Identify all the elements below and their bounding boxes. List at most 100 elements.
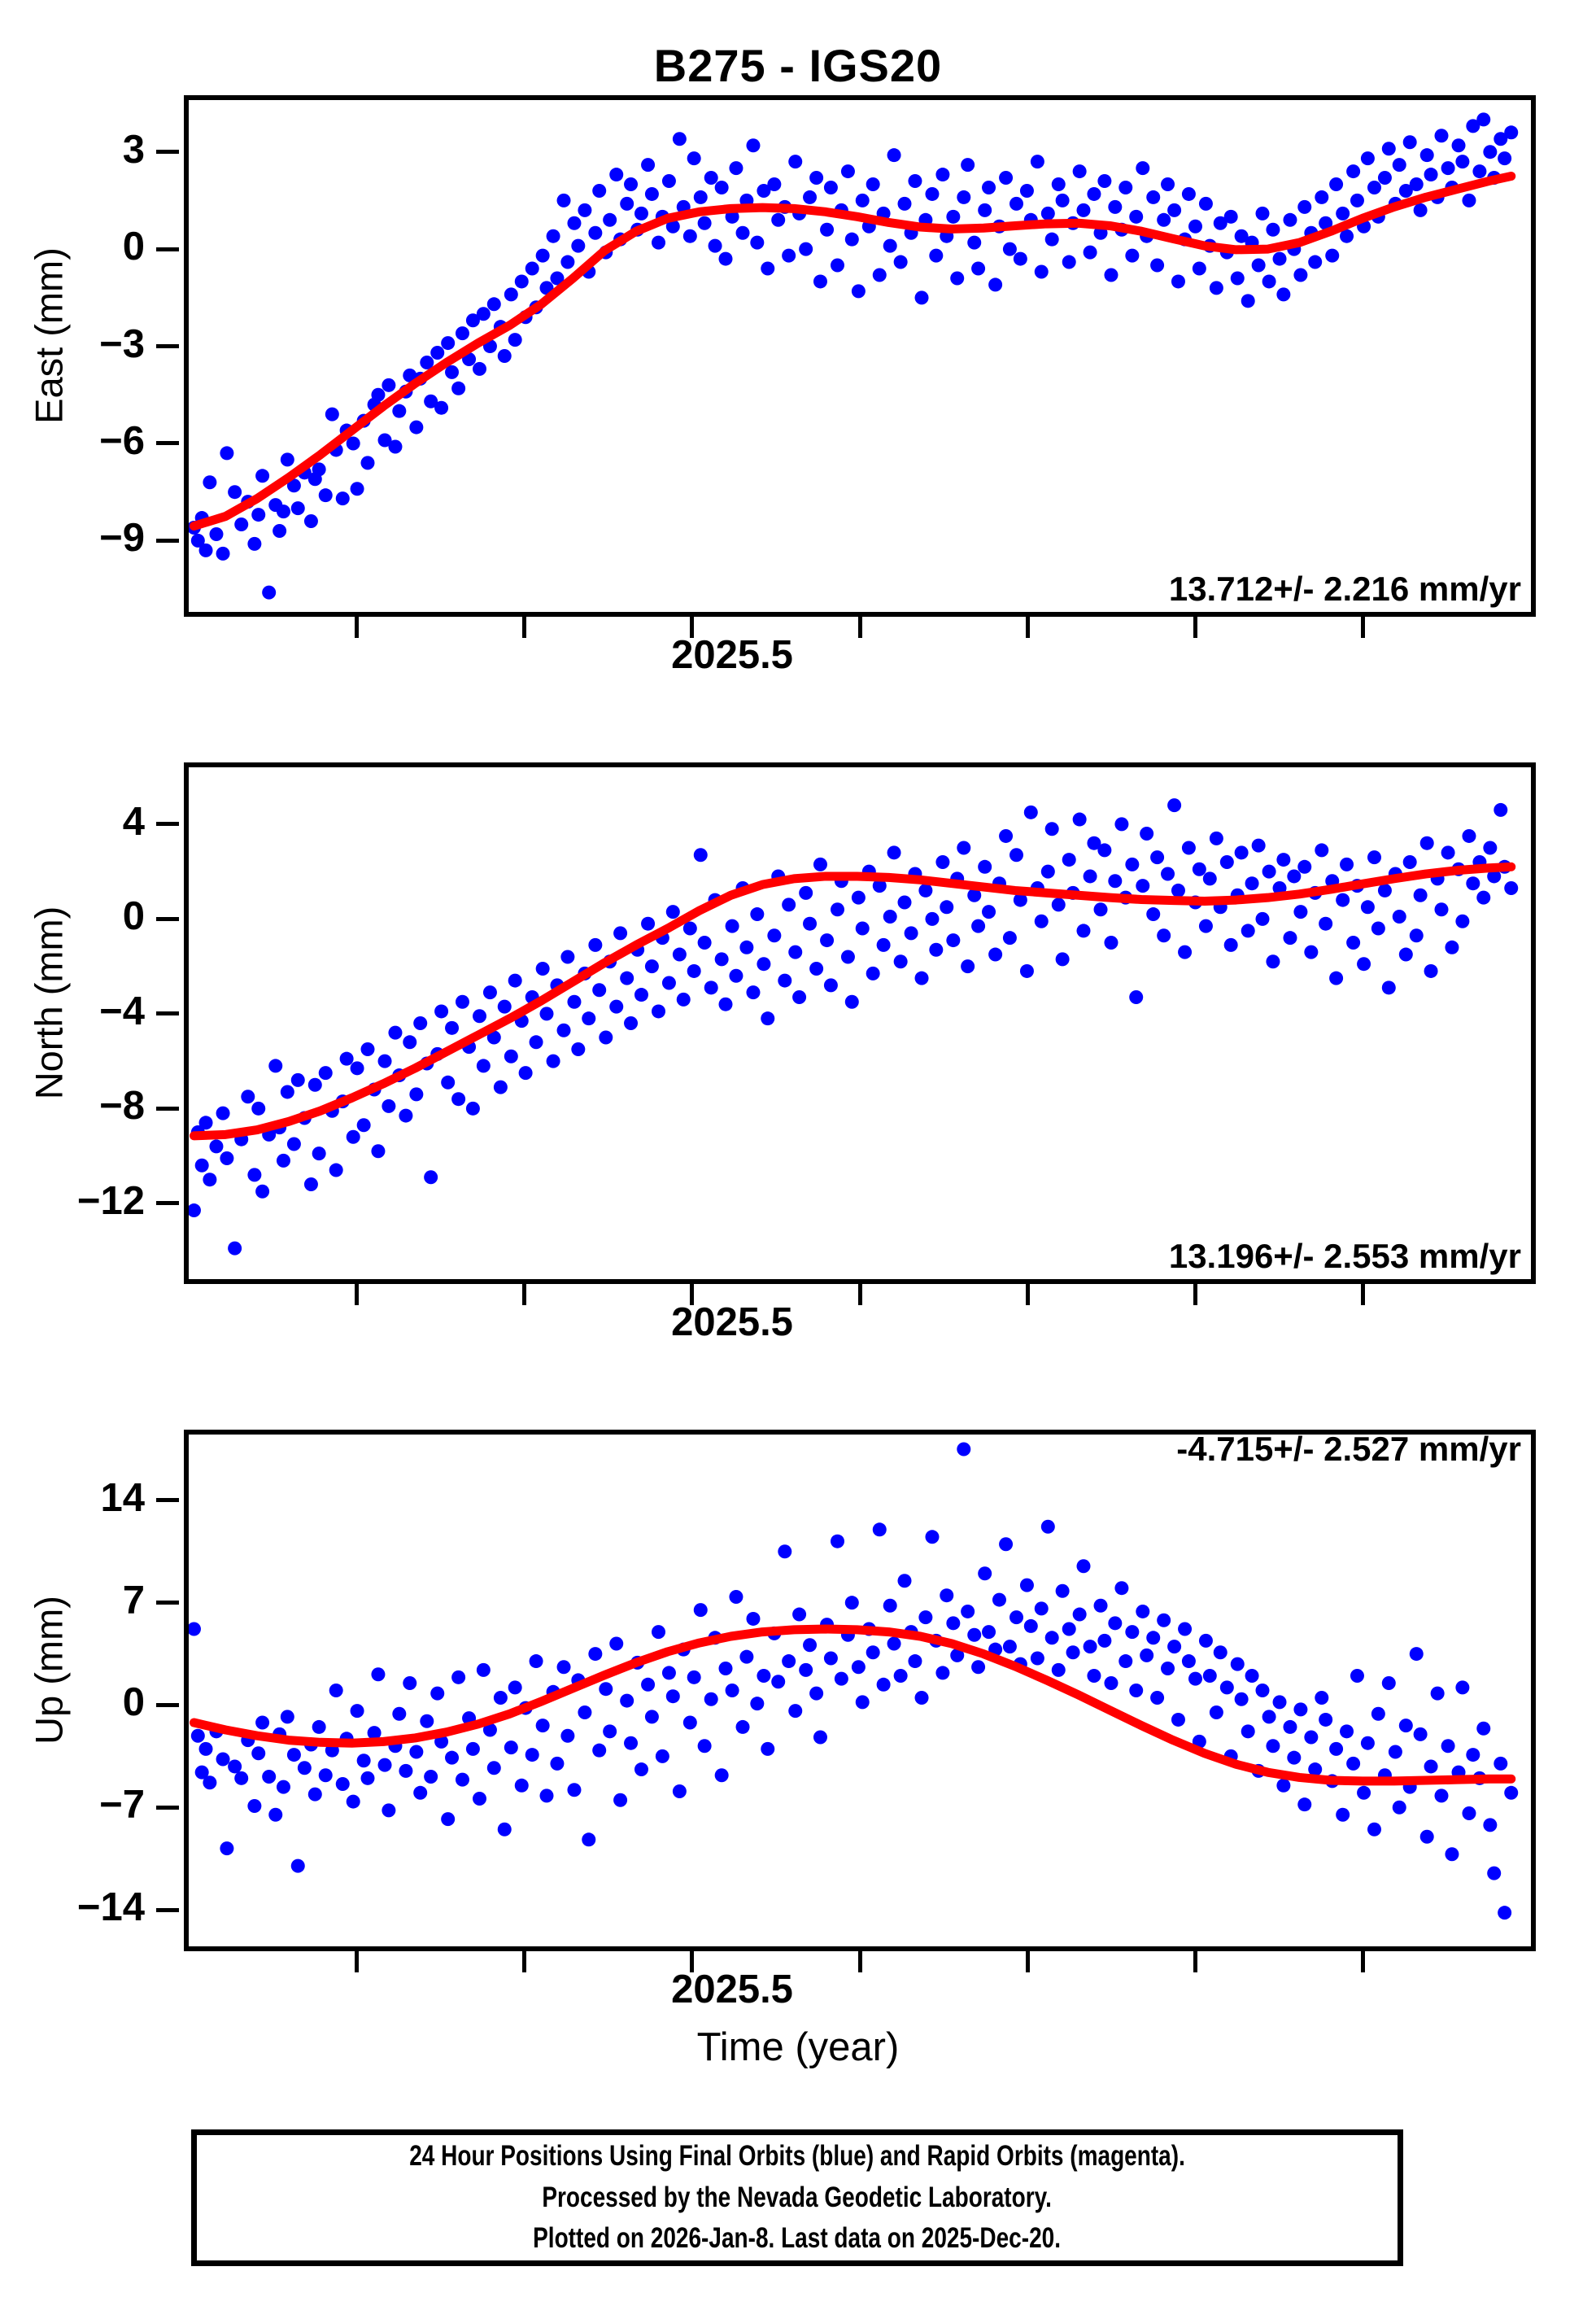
data-point [209, 1139, 224, 1154]
plot-area-east [189, 112, 1519, 600]
data-point [1441, 161, 1455, 176]
data-point [1002, 931, 1017, 946]
y-tick-label: −4 [99, 989, 145, 1033]
data-point [550, 271, 565, 286]
data-point [1087, 1669, 1101, 1684]
data-point [750, 235, 765, 250]
data-point [978, 203, 992, 217]
data-point [697, 935, 712, 950]
data-point [1129, 989, 1144, 1004]
data-point [550, 1756, 565, 1771]
data-point [946, 1616, 961, 1631]
data-point [413, 1016, 428, 1030]
data-point [290, 1072, 305, 1087]
data-point [268, 1807, 283, 1822]
data-point [729, 1589, 743, 1604]
data-point [1161, 867, 1175, 881]
data-point [312, 1719, 326, 1734]
data-point [571, 238, 586, 253]
data-point [255, 1184, 270, 1199]
data-point [430, 1686, 445, 1701]
x-tick-mark [354, 1284, 359, 1305]
data-point [1315, 190, 1329, 204]
data-point [1409, 928, 1424, 943]
data-point [286, 478, 301, 493]
data-point [1181, 1654, 1196, 1669]
data-point [620, 1693, 634, 1708]
data-point [1198, 919, 1213, 933]
data-point [1209, 831, 1223, 845]
data-point [746, 138, 761, 153]
data-point [220, 1841, 234, 1856]
data-point [967, 1627, 982, 1642]
data-point [1297, 859, 1312, 874]
data-point [1171, 1712, 1185, 1727]
data-point [1315, 843, 1329, 858]
data-point [588, 225, 603, 240]
data-point [834, 1671, 848, 1686]
data-point [234, 518, 249, 532]
data-point [641, 158, 656, 173]
data-point [682, 1715, 697, 1730]
data-point [1419, 836, 1434, 850]
data-point [1398, 183, 1413, 198]
data-point [514, 274, 529, 289]
data-point [1251, 258, 1266, 273]
data-point [1476, 1721, 1491, 1736]
x-axis-label: Time (year) [696, 2025, 900, 2069]
data-point [940, 1588, 954, 1603]
data-point [652, 1004, 665, 1019]
data-point [1308, 255, 1323, 269]
data-point [455, 994, 469, 1009]
data-point [518, 1066, 533, 1081]
data-point [876, 937, 891, 952]
data-point [950, 1648, 965, 1662]
data-point [476, 1662, 491, 1677]
data-point [599, 1682, 613, 1697]
x-tick-mark [522, 1284, 526, 1305]
data-point [1424, 963, 1438, 978]
data-point [525, 261, 539, 276]
data-point [556, 193, 571, 207]
data-point [887, 845, 901, 860]
data-point [704, 980, 718, 995]
x-tick-label-up: 2025.5 [671, 1968, 793, 2011]
data-point [624, 1736, 639, 1750]
data-point [967, 888, 982, 902]
data-point [1019, 963, 1034, 978]
data-point [992, 1592, 1006, 1607]
data-point [729, 968, 743, 983]
data-point [1161, 1662, 1175, 1676]
x-tick-mark [1025, 1951, 1030, 1972]
data-point [782, 1654, 796, 1669]
data-point [876, 1677, 891, 1692]
data-point [1367, 850, 1381, 865]
data-point [672, 1784, 687, 1798]
data-point [866, 177, 880, 192]
data-point [1466, 119, 1480, 133]
data-point [303, 1177, 318, 1192]
data-point [729, 161, 743, 176]
data-point [1034, 914, 1049, 928]
data-point [1051, 1662, 1066, 1677]
data-point [893, 1669, 908, 1684]
data-point [1062, 255, 1076, 269]
data-point [1241, 294, 1255, 308]
data-point [434, 400, 449, 415]
data-point [1136, 1604, 1150, 1618]
data-point [420, 355, 434, 369]
data-point [350, 1704, 364, 1719]
data-point [1445, 940, 1459, 954]
data-point [950, 271, 965, 286]
data-point [346, 1129, 360, 1144]
data-point [799, 885, 813, 900]
data-point [234, 1771, 249, 1785]
data-point [1498, 151, 1512, 166]
data-point [809, 171, 824, 186]
data-point [1409, 177, 1424, 192]
data-point [687, 151, 701, 166]
data-point [1055, 952, 1070, 967]
data-point [803, 916, 818, 931]
data-point [1219, 854, 1234, 869]
data-point [1245, 876, 1259, 891]
